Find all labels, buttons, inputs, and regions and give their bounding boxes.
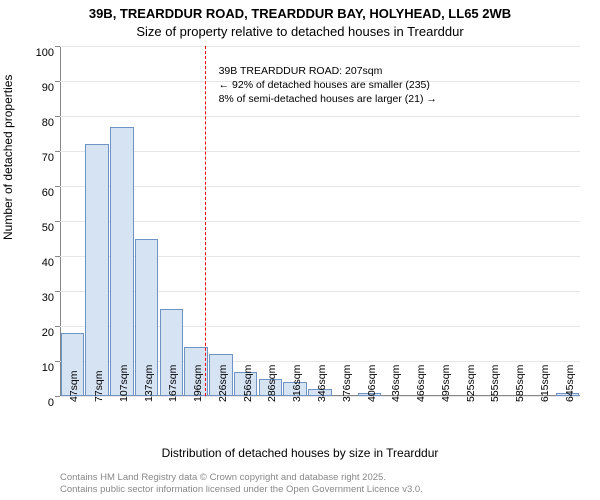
y-tick-label: 30 — [42, 292, 60, 304]
x-axis-label: Distribution of detached houses by size … — [0, 446, 600, 460]
grid-line — [60, 151, 580, 152]
x-tick-label: 555sqm — [489, 365, 501, 402]
property-size-chart: 39B, TREARDDUR ROAD, TREARDDUR BAY, HOLY… — [0, 0, 600, 500]
x-tick-label: 316sqm — [291, 365, 303, 402]
grid-line — [60, 221, 580, 222]
x-tick-label: 47sqm — [68, 370, 80, 402]
property-marker-line — [205, 46, 207, 396]
y-tick-label: 80 — [42, 117, 60, 129]
x-tick-label: 167sqm — [167, 365, 179, 402]
histogram-bar — [85, 144, 109, 396]
x-tick-label: 406sqm — [366, 365, 378, 402]
footer-line1: Contains HM Land Registry data © Crown c… — [60, 472, 423, 484]
annotation-title: 39B TREARDDUR ROAD: 207sqm — [219, 64, 437, 78]
x-tick-label: 466sqm — [415, 365, 427, 402]
x-tick-label: 495sqm — [440, 365, 452, 402]
annotation-box: 39B TREARDDUR ROAD: 207sqm ← 92% of deta… — [219, 64, 437, 107]
grid-line — [60, 116, 580, 117]
x-tick-label: 226sqm — [217, 365, 229, 402]
x-tick-label: 436sqm — [390, 365, 402, 402]
y-tick-label: 100 — [36, 47, 60, 59]
y-axis-label: Number of detached properties — [1, 75, 15, 240]
x-tick-label: 376sqm — [341, 365, 353, 402]
x-tick-label: 346sqm — [316, 365, 328, 402]
y-tick-label: 20 — [42, 327, 60, 339]
x-tick-label: 196sqm — [192, 365, 204, 402]
grid-line — [60, 186, 580, 187]
annotation-smaller: ← 92% of detached houses are smaller (23… — [219, 78, 437, 92]
x-tick-label: 615sqm — [539, 365, 551, 402]
x-tick-label: 137sqm — [143, 365, 155, 402]
histogram-bar — [110, 127, 134, 397]
footer-line2: Contains public sector information licen… — [60, 484, 423, 496]
y-tick-label: 60 — [42, 187, 60, 199]
x-tick-label: 256sqm — [242, 365, 254, 402]
chart-subtitle: Size of property relative to detached ho… — [0, 24, 600, 39]
y-tick-label: 0 — [48, 397, 60, 409]
chart-title-address: 39B, TREARDDUR ROAD, TREARDDUR BAY, HOLY… — [0, 6, 600, 21]
y-tick-label: 40 — [42, 257, 60, 269]
x-tick-label: 107sqm — [118, 365, 130, 402]
x-tick-label: 77sqm — [93, 370, 105, 402]
y-tick-label: 70 — [42, 152, 60, 164]
x-tick-label: 585sqm — [514, 365, 526, 402]
y-tick-label: 90 — [42, 82, 60, 94]
plot-area: 0102030405060708090100 47sqm77sqm107sqm1… — [60, 46, 580, 396]
y-tick-label: 50 — [42, 222, 60, 234]
annotation-larger: 8% of semi-detached houses are larger (2… — [219, 92, 437, 106]
x-tick-label: 286sqm — [266, 365, 278, 402]
grid-line — [60, 46, 580, 47]
y-tick-label: 10 — [42, 362, 60, 374]
x-tick-label: 645sqm — [564, 365, 576, 402]
x-tick-label: 525sqm — [465, 365, 477, 402]
chart-footer: Contains HM Land Registry data © Crown c… — [60, 472, 423, 496]
